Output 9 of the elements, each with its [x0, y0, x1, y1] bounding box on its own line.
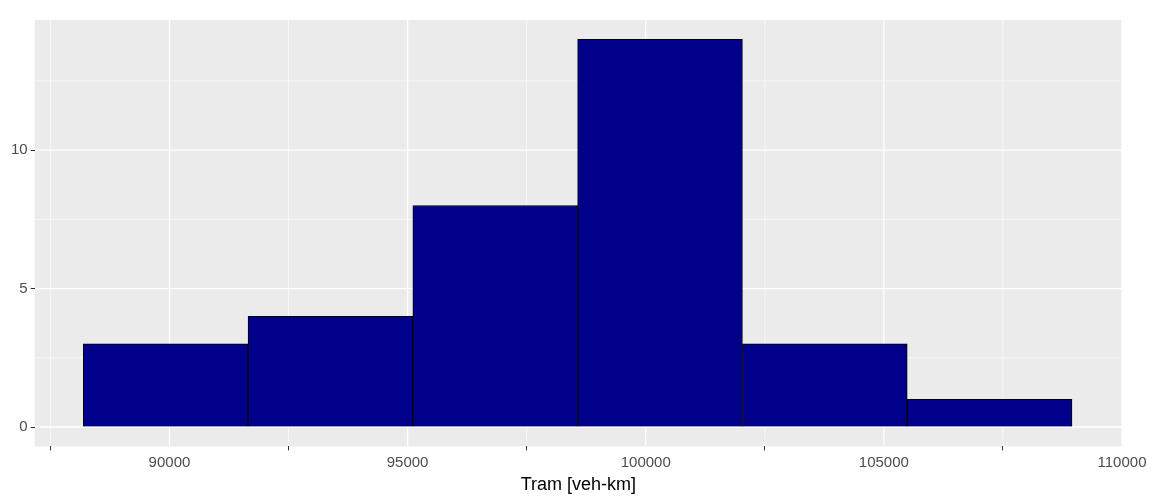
x-tick-label: 100000	[620, 452, 671, 470]
x-axis-title: Tram [veh-km]	[520, 474, 637, 495]
y-tick-label: 0	[19, 417, 28, 435]
y-tick-label: 5	[19, 278, 28, 296]
x-tick-label: 105000	[858, 452, 909, 470]
x-tick-label: 110000	[1097, 452, 1147, 470]
y-tick-label: 10	[11, 140, 28, 158]
x-tick-label: 90000	[148, 452, 191, 470]
x-tick-label: 95000	[386, 452, 429, 470]
